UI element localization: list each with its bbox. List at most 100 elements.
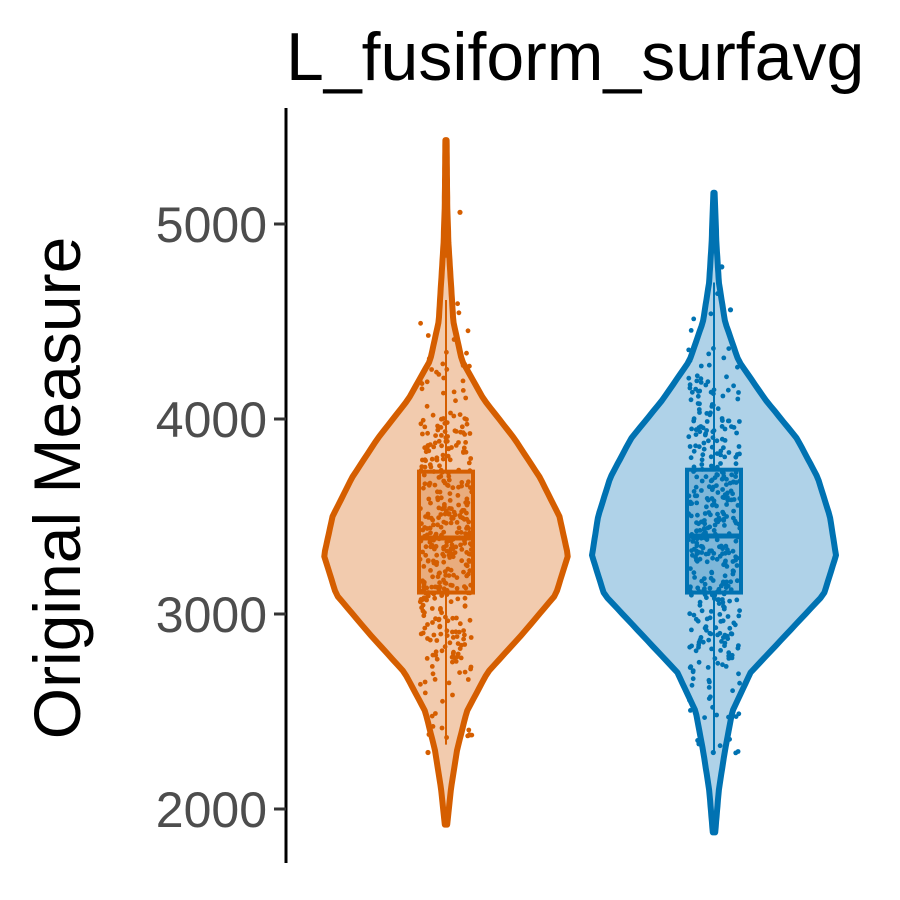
data-point xyxy=(693,432,699,437)
data-point xyxy=(699,578,705,584)
data-point xyxy=(687,611,693,617)
data-point xyxy=(704,411,710,416)
data-point xyxy=(699,478,705,484)
data-point xyxy=(436,475,442,480)
data-point xyxy=(429,664,435,669)
data-point xyxy=(436,438,442,444)
data-point xyxy=(723,664,729,669)
data-point xyxy=(434,656,440,662)
data-point xyxy=(467,617,473,623)
data-point xyxy=(462,632,467,638)
data-point xyxy=(430,671,436,677)
data-point xyxy=(436,372,442,377)
data-point xyxy=(447,506,452,511)
data-point xyxy=(432,584,438,590)
data-point xyxy=(686,375,692,381)
data-point xyxy=(457,670,462,675)
data-point xyxy=(468,456,474,461)
y-axis: 2000 3000 4000 5000 xyxy=(156,108,288,863)
data-point xyxy=(455,493,461,498)
outlier-point xyxy=(696,738,702,744)
data-point xyxy=(439,725,445,731)
data-point xyxy=(720,393,726,399)
data-point xyxy=(464,421,470,427)
data-point xyxy=(716,597,721,602)
data-point xyxy=(725,547,730,553)
data-point xyxy=(433,649,439,655)
data-point xyxy=(440,551,446,557)
data-point xyxy=(451,337,457,342)
data-point xyxy=(452,512,458,518)
data-point xyxy=(695,585,701,591)
data-point xyxy=(466,479,471,485)
data-point xyxy=(721,445,726,451)
data-point xyxy=(717,743,723,749)
data-point xyxy=(704,428,709,433)
jitter-points xyxy=(417,209,475,756)
data-point xyxy=(708,609,714,614)
data-point xyxy=(693,648,699,654)
data-point xyxy=(706,351,712,357)
data-point xyxy=(418,681,423,687)
data-point xyxy=(688,566,693,571)
data-point xyxy=(417,599,423,605)
data-point xyxy=(695,401,701,406)
data-point xyxy=(720,662,725,668)
data-point xyxy=(705,665,711,670)
data-point xyxy=(726,656,732,661)
outlier-point xyxy=(457,209,463,215)
data-point xyxy=(714,519,720,524)
data-point xyxy=(445,482,450,488)
data-point xyxy=(429,713,435,719)
data-point xyxy=(420,417,426,423)
data-point xyxy=(468,635,474,640)
data-point xyxy=(702,432,708,438)
data-point xyxy=(443,520,449,526)
data-point xyxy=(450,615,456,621)
data-point xyxy=(731,383,736,389)
data-point xyxy=(457,513,463,518)
data-point xyxy=(440,698,445,704)
data-point xyxy=(733,461,739,467)
data-point xyxy=(715,660,721,666)
data-point xyxy=(422,625,428,631)
data-point xyxy=(440,456,446,462)
data-point xyxy=(446,511,452,516)
data-point xyxy=(696,659,702,665)
data-point xyxy=(715,472,720,478)
data-point xyxy=(433,433,438,438)
data-point xyxy=(458,429,463,435)
data-point xyxy=(464,573,470,579)
data-point xyxy=(459,480,465,485)
data-point xyxy=(724,633,730,639)
data-point xyxy=(693,616,699,622)
data-point xyxy=(462,669,468,675)
data-point xyxy=(462,642,468,647)
data-point xyxy=(724,374,729,380)
data-point xyxy=(427,539,433,545)
data-point xyxy=(419,464,425,469)
data-point xyxy=(688,708,693,713)
data-point xyxy=(726,450,732,455)
data-point xyxy=(701,527,707,533)
data-point xyxy=(698,363,704,369)
data-point xyxy=(694,500,700,506)
data-point xyxy=(707,524,713,530)
data-point xyxy=(422,525,428,530)
data-point xyxy=(716,515,722,521)
data-point xyxy=(687,385,693,391)
data-point xyxy=(699,608,705,614)
data-point xyxy=(692,493,698,499)
data-point xyxy=(430,620,435,625)
data-point xyxy=(733,554,739,560)
data-point xyxy=(689,643,694,649)
data-point xyxy=(437,463,442,469)
data-point xyxy=(708,512,713,518)
outlier-point xyxy=(719,264,725,270)
data-point xyxy=(709,487,715,493)
data-point xyxy=(424,379,430,385)
data-point xyxy=(452,428,458,434)
data-point xyxy=(733,480,739,485)
data-point xyxy=(428,530,433,536)
data-point xyxy=(461,508,467,513)
